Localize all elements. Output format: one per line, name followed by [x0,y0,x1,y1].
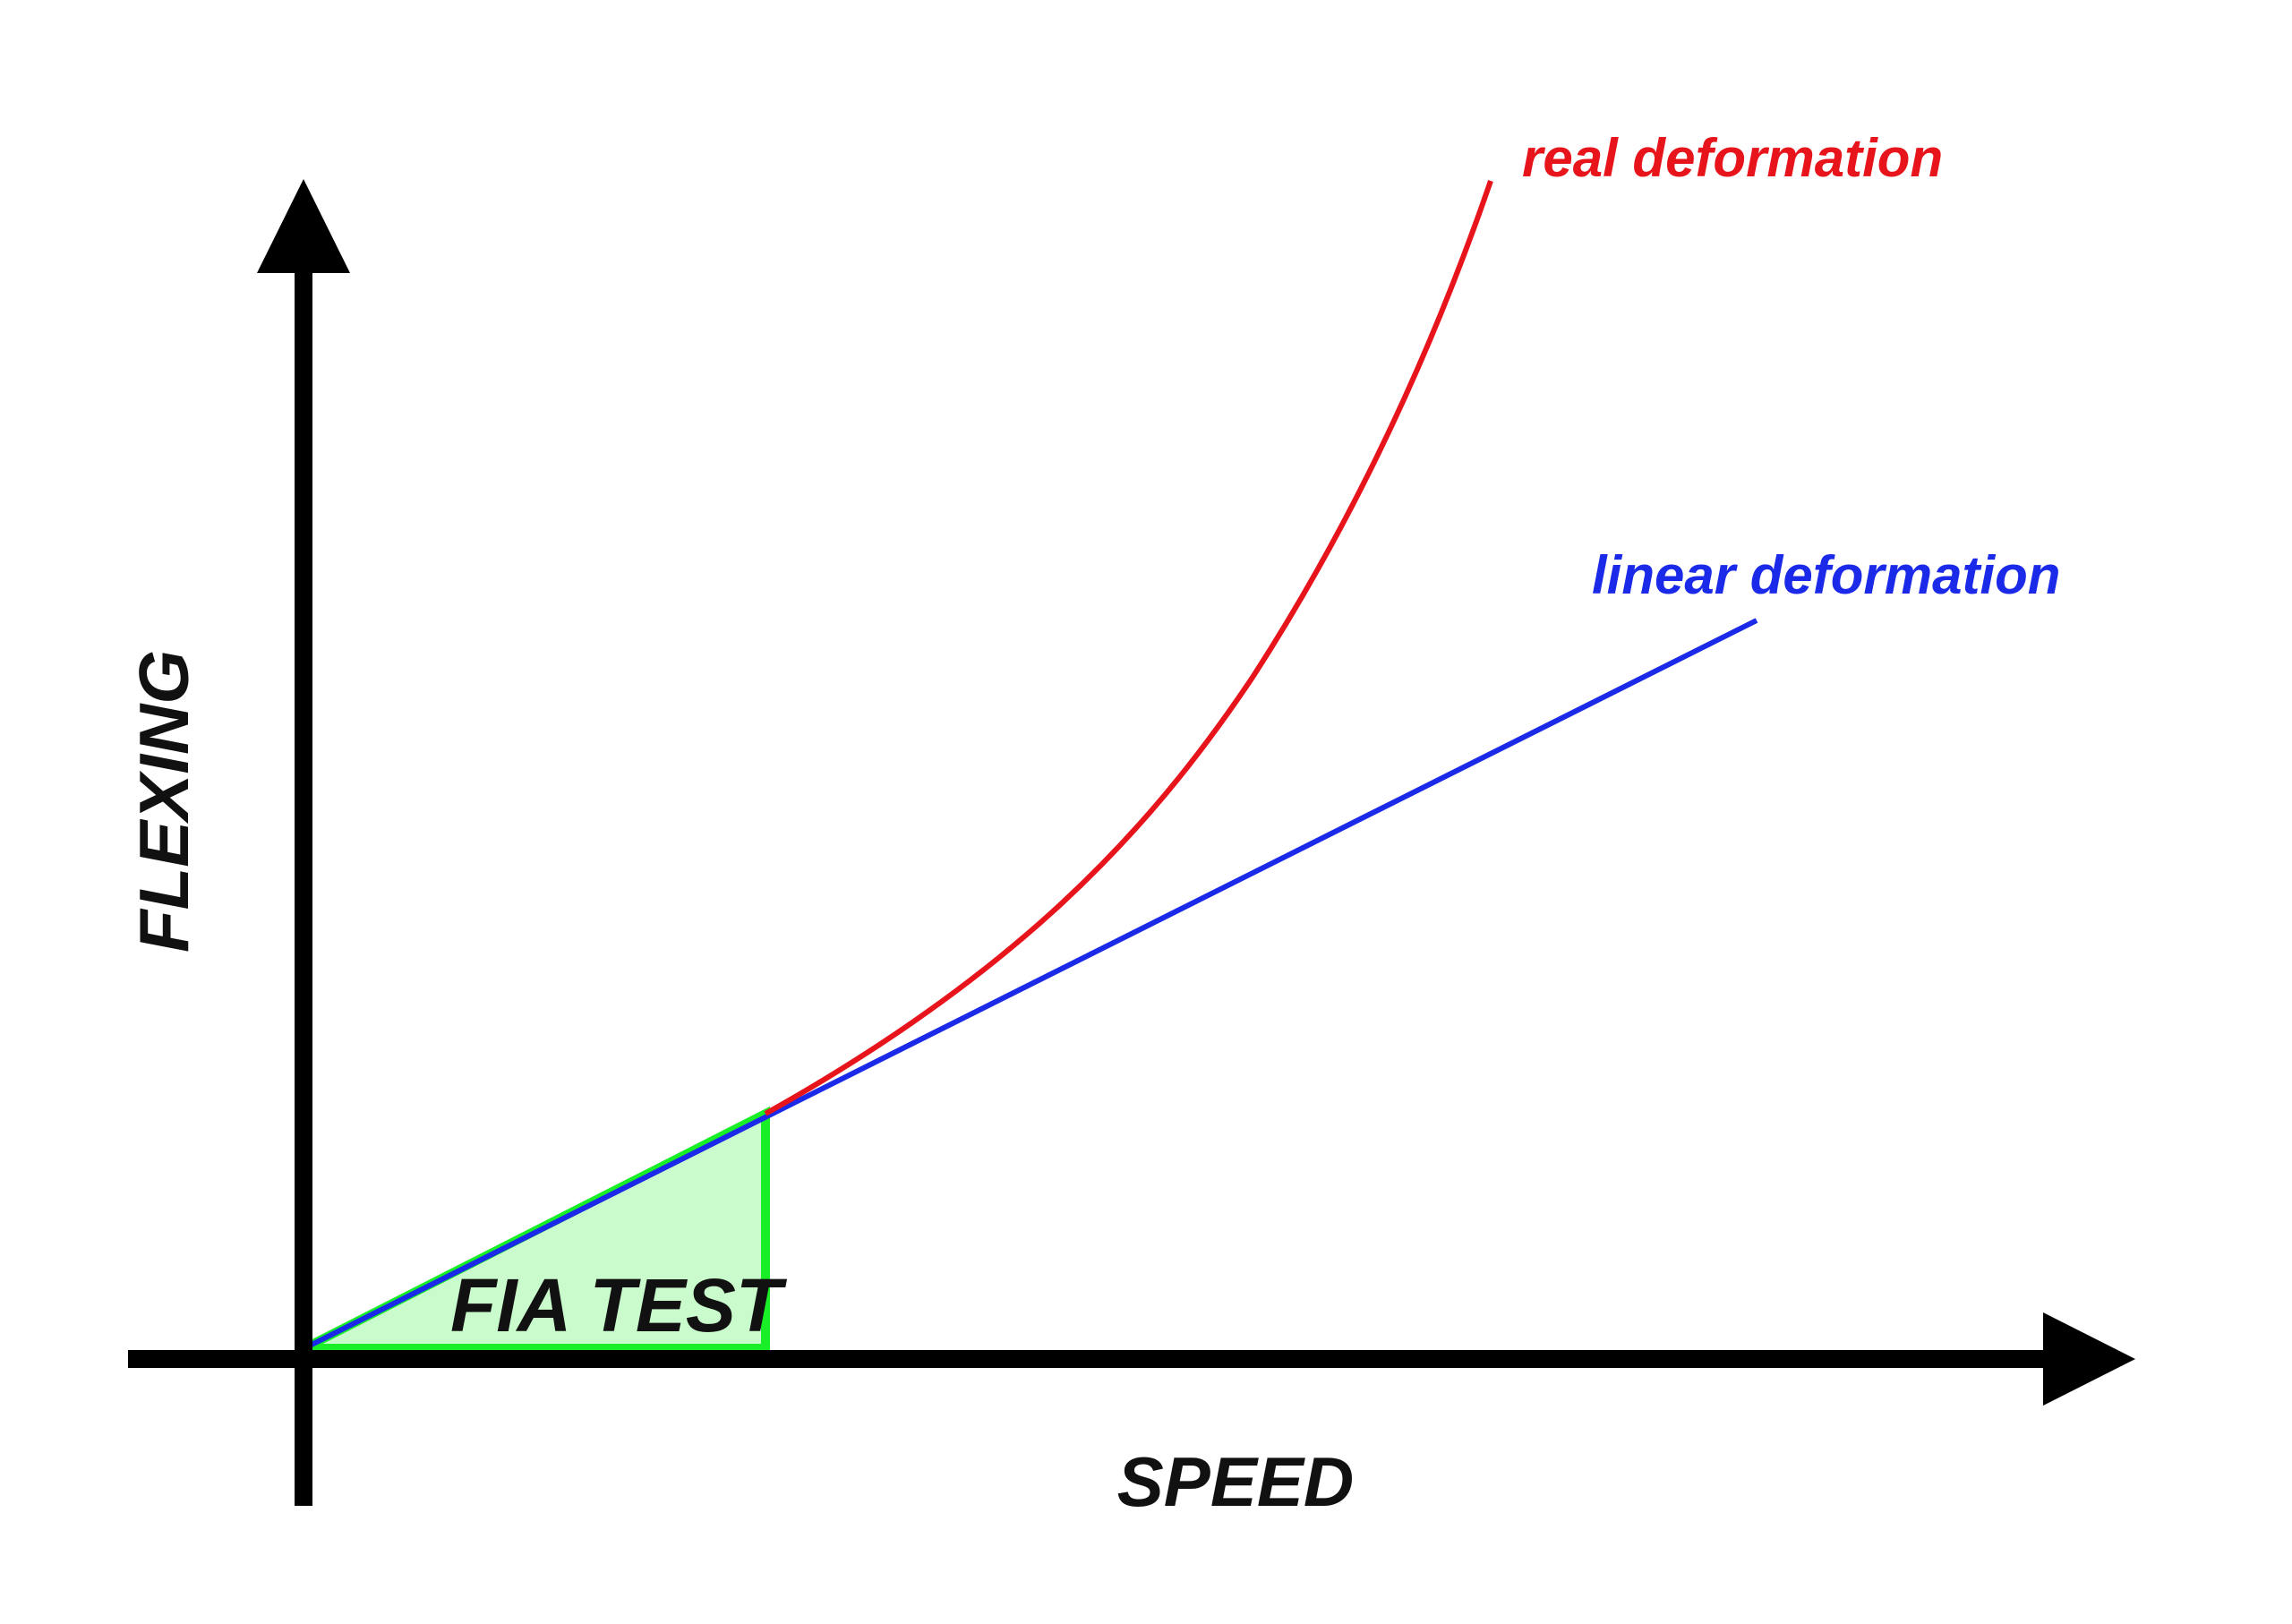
linear-deformation-line [285,618,1758,1360]
real-deformation-curve [764,180,1493,1116]
fia-test-label: FIA TEST [450,1263,788,1347]
x-axis-label: SPEED [1117,1442,1354,1521]
y-axis-label: FLEXING [124,650,203,953]
x-axis-arrowhead [2043,1312,2135,1406]
y-axis-arrowhead [257,179,350,273]
real-deformation-label: real deformation [1522,128,1943,188]
linear-deformation-label: linear deformation [1592,545,2060,605]
